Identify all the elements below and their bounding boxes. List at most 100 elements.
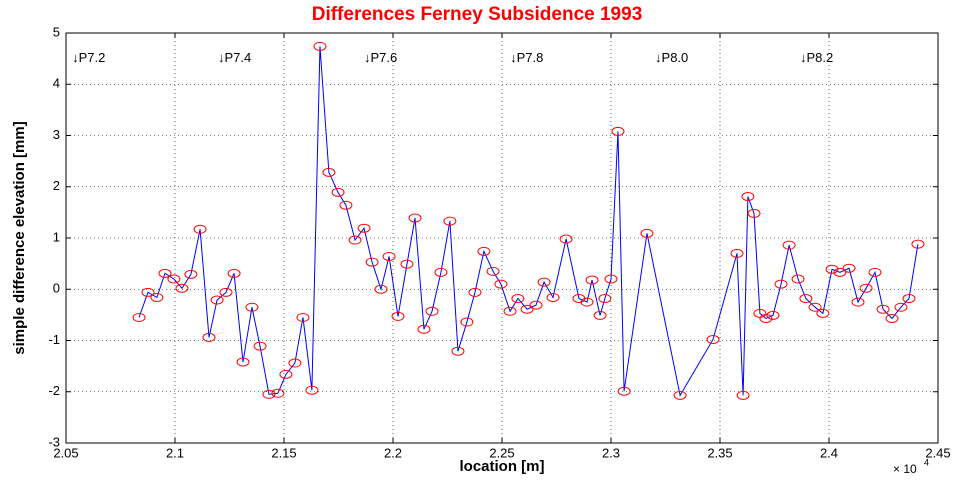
data-point — [902, 293, 916, 303]
data-point — [520, 304, 534, 314]
x-multiplier-exponent: 4 — [924, 457, 929, 467]
y-tick-label: 0 — [53, 281, 60, 296]
data-point — [747, 208, 761, 218]
data-point — [529, 300, 543, 310]
data-point — [585, 275, 599, 285]
data-point — [279, 369, 293, 379]
data-point — [443, 216, 457, 226]
data-line — [138, 46, 919, 397]
data-point — [193, 224, 207, 234]
annotation: ↓P8.0 — [655, 50, 688, 65]
plot-frame — [65, 32, 939, 444]
data-point — [730, 248, 744, 258]
data-point — [604, 274, 618, 284]
data-point — [511, 293, 525, 303]
data-point — [374, 284, 388, 294]
data-point — [219, 287, 233, 297]
x-tick-label: 2.4 — [820, 445, 838, 460]
x-tick-label: 2.1 — [166, 445, 184, 460]
data-point — [202, 332, 216, 342]
data-point — [296, 312, 310, 322]
y-tick-label: 3 — [53, 127, 60, 142]
data-point — [833, 267, 847, 277]
data-point — [799, 293, 813, 303]
data-point — [759, 313, 773, 323]
data-point — [825, 264, 839, 274]
data-point — [434, 267, 448, 277]
data-point — [175, 283, 189, 293]
data-point — [791, 274, 805, 284]
y-tick-label: -1 — [48, 332, 60, 347]
data-point — [400, 259, 414, 269]
data-point — [158, 268, 172, 278]
data-point — [774, 279, 788, 289]
data-point — [417, 324, 431, 334]
x-tick-label: 2.3 — [602, 445, 620, 460]
data-point — [141, 287, 155, 297]
data-point — [408, 213, 422, 223]
x-tick-label: 2.45 — [925, 445, 950, 460]
data-point — [885, 313, 899, 323]
data-point — [617, 386, 631, 396]
data-point — [706, 334, 720, 344]
data-point — [808, 302, 822, 312]
data-point — [132, 312, 146, 322]
data-point — [736, 390, 750, 400]
y-tick-label: -3 — [48, 434, 60, 449]
annotation: ↓P7.8 — [510, 50, 543, 65]
data-point — [782, 240, 796, 250]
data-point — [876, 304, 890, 314]
data-point — [227, 268, 241, 278]
data-point — [236, 357, 250, 367]
data-point — [150, 292, 164, 302]
data-point — [468, 287, 482, 297]
x-multiplier: × 10 — [893, 462, 917, 476]
data-point — [460, 317, 474, 327]
data-point — [382, 251, 396, 261]
data-point — [537, 277, 551, 287]
data-point — [816, 308, 830, 318]
data-point — [391, 311, 405, 321]
data-point — [486, 266, 500, 276]
data-point — [859, 283, 873, 293]
data-point — [598, 293, 612, 303]
data-point — [911, 239, 925, 249]
y-tick-label: -2 — [48, 383, 60, 398]
data-point — [559, 234, 573, 244]
data-point — [357, 223, 371, 233]
data-point — [262, 389, 276, 399]
data-point — [503, 306, 517, 316]
data-point — [210, 295, 224, 305]
data-point — [640, 228, 654, 238]
data-point — [253, 341, 267, 351]
data-point — [894, 302, 908, 312]
y-axis-label: simple difference elevation [mm] — [11, 121, 28, 354]
data-point — [365, 257, 379, 267]
data-point — [425, 306, 439, 316]
y-tick-label: 5 — [53, 24, 60, 39]
data-point — [593, 310, 607, 320]
data-point — [184, 269, 198, 279]
data-point — [348, 235, 362, 245]
x-tick-label: 2.25 — [489, 445, 514, 460]
data-point — [494, 279, 508, 289]
data-point — [288, 358, 302, 368]
data-point — [477, 246, 491, 256]
data-point — [245, 302, 259, 312]
data-point — [611, 126, 625, 136]
x-tick-label: 2.05 — [53, 445, 78, 460]
data-point — [167, 274, 181, 284]
data-point — [313, 41, 327, 51]
data-point — [305, 385, 319, 395]
data-point — [451, 346, 465, 356]
data-point — [673, 390, 687, 400]
y-tick-label: 4 — [53, 76, 60, 91]
annotation: ↓P7.2 — [72, 50, 105, 65]
annotation: ↓P7.6 — [364, 50, 397, 65]
data-point — [741, 191, 755, 201]
y-tick-label: 2 — [53, 178, 60, 193]
data-point — [322, 167, 336, 177]
